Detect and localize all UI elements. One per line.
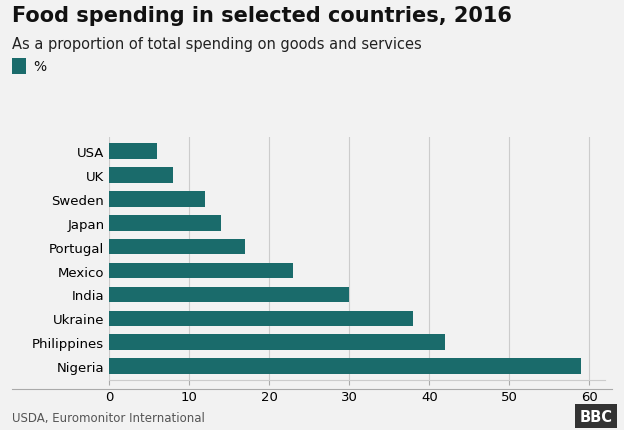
Text: USDA, Euromonitor International: USDA, Euromonitor International [12,411,205,424]
Bar [109,359,582,374]
Bar [109,263,293,279]
Bar [109,168,173,184]
Bar [109,311,413,326]
Bar [109,215,222,231]
Bar [109,335,446,350]
Bar [109,192,205,207]
Text: %: % [34,60,47,74]
Bar [109,240,245,255]
Bar [109,287,349,303]
Text: Food spending in selected countries, 2016: Food spending in selected countries, 201… [12,6,512,26]
Bar [109,144,157,160]
Text: BBC: BBC [580,408,613,424]
Text: As a proportion of total spending on goods and services: As a proportion of total spending on goo… [12,37,422,52]
